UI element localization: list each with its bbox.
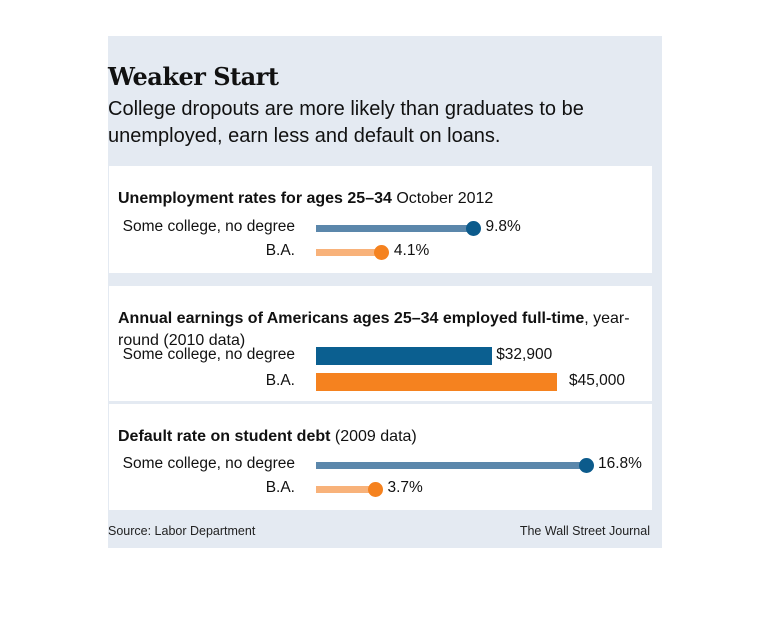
chart-card: Weaker Start College dropouts are more l… — [108, 36, 662, 548]
series-dot — [367, 481, 383, 497]
unemployment-panel: Unemployment rates for ages 25–34 Octobe… — [109, 166, 652, 273]
default-title-rest: (2009 data) — [330, 428, 417, 445]
value-label: 9.8% — [485, 218, 521, 235]
earnings-panel-title: Annual earnings of Americans ages 25–34 … — [118, 308, 643, 352]
value-label: 16.8% — [598, 455, 642, 472]
series-line — [316, 485, 376, 493]
series-line — [316, 224, 474, 232]
earnings-title-bold: Annual earnings of Americans ages 25–34 … — [118, 310, 585, 327]
default-title-bold: Default rate on student debt — [118, 428, 331, 445]
source-note: Source: Labor Department — [108, 524, 256, 538]
value-label: 3.7% — [387, 479, 423, 496]
category-label: B.A. — [265, 242, 295, 259]
series-dot — [374, 244, 390, 260]
unemployment-panel-title: Unemployment rates for ages 25–34 Octobe… — [118, 188, 643, 210]
value-label: 4.1% — [393, 242, 430, 259]
earnings-panel: Annual earnings of Americans ages 25–34 … — [109, 286, 652, 401]
publisher-credit: The Wall Street Journal — [519, 524, 650, 538]
chart-title: Weaker Start — [108, 62, 279, 91]
category-label: Some college, no degree — [122, 218, 295, 235]
category-label: Some college, no degree — [122, 455, 295, 472]
default-rate-panel-title: Default rate on student debt (2009 data) — [118, 426, 643, 448]
earnings-title-rest: , year-round (2010 data) — [118, 310, 630, 349]
unemployment-title-rest: October 2012 — [391, 190, 494, 207]
chart-subtitle: College dropouts are more likely than gr… — [108, 98, 584, 147]
category-label: Some college, no degree — [122, 346, 295, 363]
value-label: $45,000 — [569, 372, 626, 389]
value-label: $32,900 — [496, 346, 553, 363]
series-dot — [466, 220, 481, 236]
series-bar — [316, 373, 557, 391]
series-dot — [578, 457, 594, 473]
series-line — [316, 461, 586, 469]
series-bar — [316, 347, 493, 365]
unemployment-title-bold: Unemployment rates for ages 25–34 — [118, 190, 392, 207]
category-label: B.A. — [265, 479, 295, 496]
series-line — [316, 248, 382, 256]
default-rate-panel: Default rate on student debt (2009 data)… — [109, 404, 652, 510]
category-label: B.A. — [265, 372, 295, 389]
